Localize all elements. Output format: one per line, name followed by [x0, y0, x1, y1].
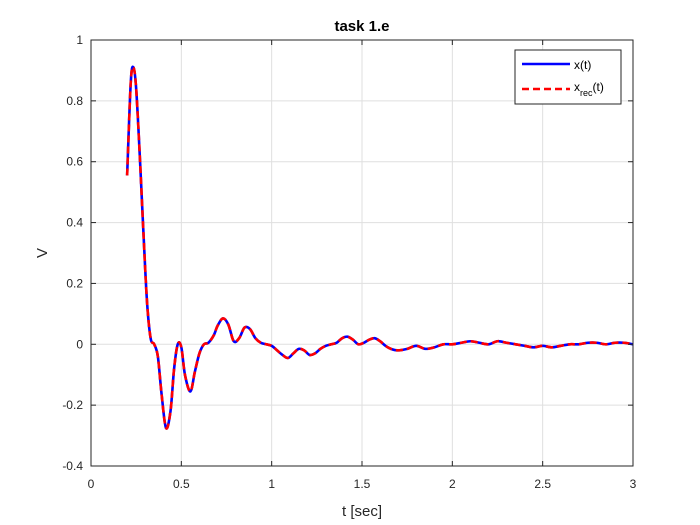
y-tick-label: 0	[76, 337, 83, 351]
x-tick-label: 2	[449, 477, 456, 491]
y-axis: -0.4 -0.2 0 0.2 0.4 0.6 0.8 1	[62, 33, 633, 473]
y-tick-label: 0.2	[66, 276, 83, 290]
legend-entry-x-rec: xrec(t)	[574, 80, 604, 98]
legend-box	[514, 49, 622, 105]
y-tick-label: -0.4	[62, 459, 83, 473]
series-layer	[125, 65, 634, 430]
legend: x(t) xrec(t)	[514, 49, 622, 105]
x-tick-label: 1.5	[354, 477, 371, 491]
y-tick-label: -0.2	[62, 398, 83, 412]
y-tick-label: 0.6	[66, 155, 83, 169]
series-line-x-rec	[125, 65, 634, 430]
x-tick-label: 0	[88, 477, 95, 491]
y-tick-label: 0.4	[66, 216, 83, 230]
y-axis-label: V	[34, 248, 51, 258]
legend-entry-x: x(t)	[574, 58, 591, 72]
y-tick-label: 0.8	[66, 94, 83, 108]
chart-title: task 1.e	[334, 18, 389, 35]
x-tick-label: 3	[630, 477, 637, 491]
x-tick-label: 2.5	[534, 477, 551, 491]
x-tick-label: 0.5	[173, 477, 190, 491]
x-tick-label: 1	[268, 477, 275, 491]
x-axis: 0 0.5 1 1.5 2 2.5 3	[88, 40, 637, 491]
y-tick-label: 1	[76, 33, 83, 47]
x-axis-label: t [sec]	[342, 503, 382, 520]
